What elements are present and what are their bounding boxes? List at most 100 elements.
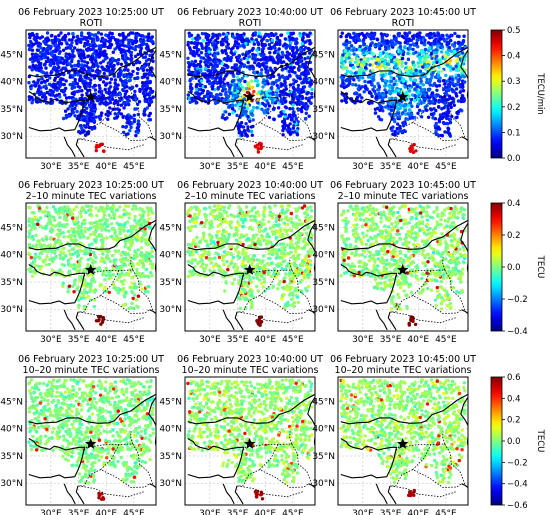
data-point bbox=[392, 37, 396, 41]
data-point bbox=[45, 78, 50, 83]
data-point bbox=[408, 46, 412, 51]
data-point bbox=[198, 96, 202, 100]
data-point bbox=[270, 38, 275, 42]
data-point bbox=[124, 55, 128, 59]
data-point bbox=[129, 53, 133, 58]
data-point bbox=[101, 252, 105, 256]
data-point bbox=[394, 58, 398, 62]
data-point bbox=[436, 75, 440, 79]
data-point bbox=[131, 296, 135, 301]
data-point bbox=[300, 105, 305, 110]
data-point bbox=[137, 262, 141, 266]
data-point bbox=[129, 50, 134, 55]
data-point bbox=[287, 44, 292, 48]
data-point bbox=[88, 118, 92, 123]
data-point bbox=[374, 92, 378, 96]
data-point bbox=[433, 42, 437, 46]
x-tick-label: 35°E bbox=[227, 162, 249, 172]
data-point bbox=[197, 87, 202, 92]
data-point bbox=[242, 129, 247, 133]
data-point bbox=[245, 50, 249, 54]
data-point bbox=[57, 209, 61, 213]
data-point bbox=[405, 72, 409, 76]
data-point bbox=[298, 59, 303, 64]
map-frame bbox=[184, 29, 316, 159]
data-point bbox=[348, 52, 352, 57]
data-point bbox=[143, 113, 147, 117]
data-point bbox=[111, 273, 116, 277]
data-point bbox=[141, 68, 146, 73]
data-point bbox=[92, 250, 96, 255]
data-point bbox=[427, 32, 431, 37]
data-point bbox=[233, 42, 237, 46]
data-point bbox=[133, 293, 137, 297]
data-point bbox=[437, 65, 441, 69]
data-point bbox=[77, 101, 81, 105]
data-point bbox=[284, 100, 288, 104]
data-point bbox=[98, 50, 103, 54]
data-point bbox=[132, 113, 136, 118]
data-point bbox=[380, 36, 385, 41]
data-point bbox=[214, 38, 218, 42]
data-point bbox=[107, 229, 111, 233]
data-point bbox=[80, 79, 85, 84]
data-point bbox=[268, 66, 273, 70]
data-point bbox=[76, 254, 80, 258]
data-point bbox=[102, 269, 106, 274]
data-point bbox=[33, 83, 37, 87]
data-point bbox=[148, 53, 152, 58]
data-point bbox=[113, 81, 117, 86]
data-point bbox=[133, 89, 137, 94]
data-point bbox=[130, 281, 134, 285]
data-point bbox=[389, 41, 393, 45]
data-point bbox=[88, 273, 92, 277]
data-point bbox=[437, 70, 441, 74]
data-point bbox=[100, 89, 104, 94]
data-point bbox=[229, 71, 233, 75]
data-point bbox=[208, 71, 213, 75]
data-point bbox=[90, 278, 94, 283]
data-point bbox=[148, 259, 153, 263]
coastline bbox=[308, 136, 315, 142]
data-point bbox=[408, 109, 412, 113]
data-point bbox=[78, 78, 82, 83]
data-point bbox=[260, 50, 265, 54]
data-point bbox=[147, 251, 151, 256]
x-tick-label: 30°E bbox=[352, 162, 374, 172]
data-point bbox=[64, 54, 68, 59]
data-point bbox=[54, 210, 58, 214]
data-point bbox=[92, 225, 96, 229]
data-point bbox=[426, 87, 430, 92]
data-point bbox=[285, 50, 289, 54]
data-point bbox=[30, 52, 35, 56]
data-point bbox=[83, 86, 88, 90]
data-point bbox=[41, 260, 46, 264]
data-point bbox=[36, 218, 40, 223]
data-point bbox=[221, 32, 226, 36]
data-point bbox=[290, 32, 294, 36]
data-point bbox=[104, 83, 108, 87]
data-point bbox=[218, 92, 222, 96]
data-point bbox=[370, 41, 374, 45]
coastline bbox=[28, 264, 86, 305]
data-point bbox=[444, 104, 448, 108]
data-point bbox=[434, 48, 438, 52]
data-point bbox=[220, 115, 225, 120]
data-point bbox=[442, 114, 447, 118]
data-point bbox=[439, 133, 444, 138]
data-point bbox=[285, 128, 289, 132]
data-point bbox=[186, 60, 191, 65]
data-point bbox=[417, 64, 421, 69]
data-point bbox=[340, 99, 344, 103]
data-point bbox=[105, 236, 109, 240]
data-point bbox=[50, 38, 54, 43]
data-point bbox=[110, 210, 115, 214]
data-point bbox=[258, 64, 262, 69]
data-point bbox=[408, 89, 412, 93]
data-point bbox=[356, 57, 360, 62]
data-point bbox=[400, 64, 404, 68]
data-point bbox=[64, 113, 69, 118]
data-point bbox=[277, 73, 281, 77]
data-point bbox=[281, 124, 285, 128]
coastline bbox=[187, 46, 315, 78]
